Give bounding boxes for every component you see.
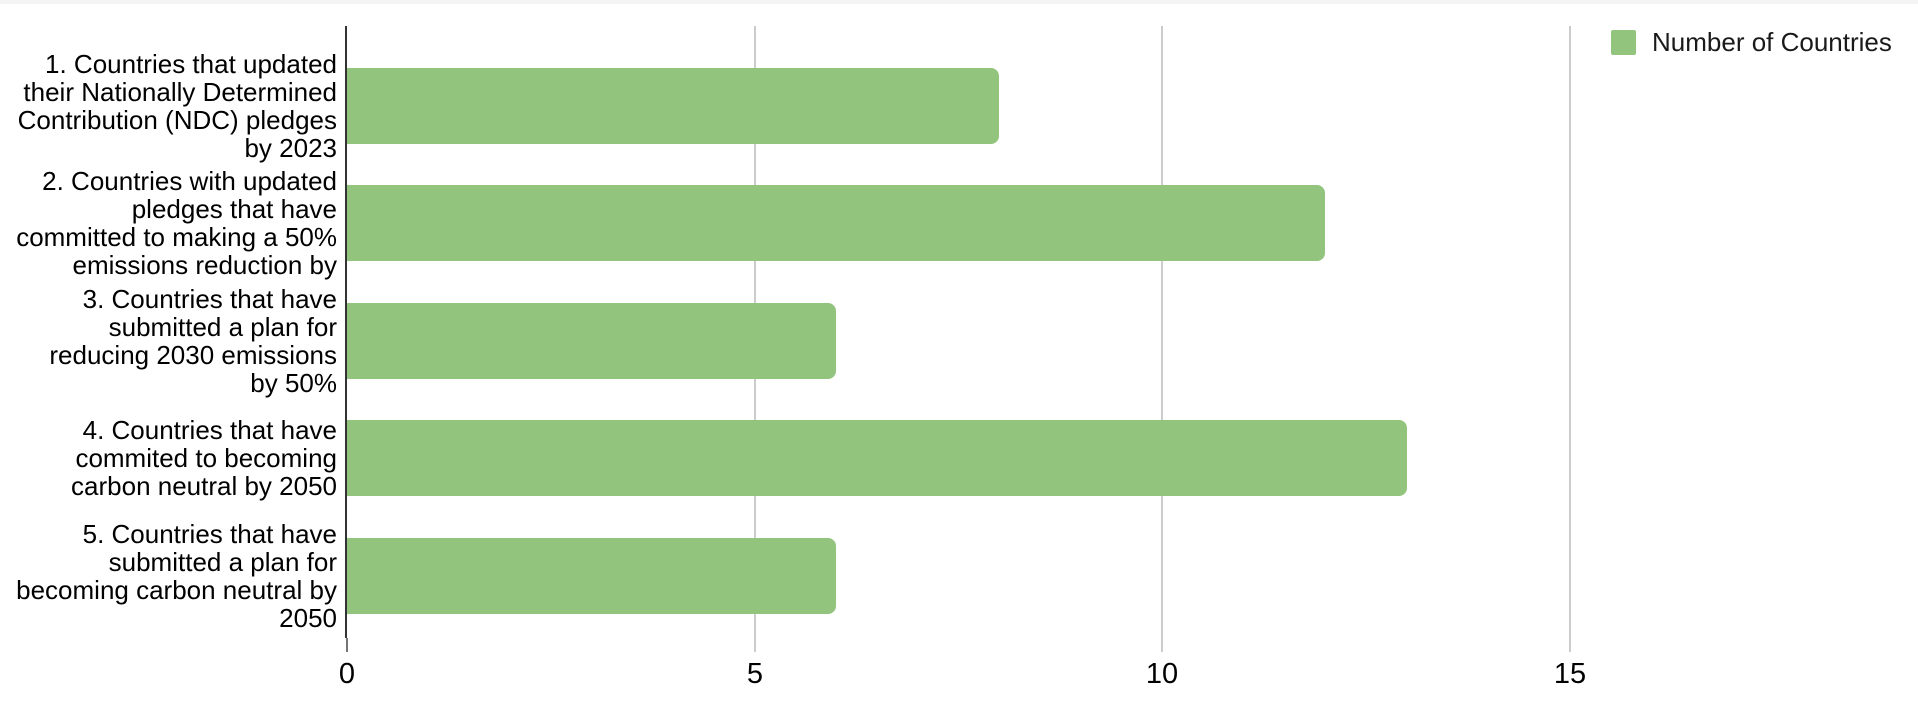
bar[interactable] (347, 303, 836, 379)
x-axis-tick (1161, 638, 1163, 652)
category-label: 2. Countries with updated pledges that h… (16, 166, 337, 280)
x-axis-tick (1569, 638, 1571, 652)
bar[interactable] (347, 68, 999, 144)
legend-label: Number of Countries (1652, 27, 1892, 57)
legend-swatch-icon (1611, 30, 1636, 55)
x-axis-tick (346, 638, 348, 652)
top-border-strip (0, 0, 1918, 4)
category-axis-labels: 1. Countries that updated their National… (0, 26, 337, 638)
bar[interactable] (347, 420, 1407, 496)
x-axis-tick-label: 15 (1553, 658, 1587, 690)
plot-area (345, 26, 1903, 638)
x-axis-tick-label: 0 (338, 658, 356, 690)
legend: Number of Countries (1611, 27, 1892, 58)
bar[interactable] (347, 538, 836, 614)
gridline (1569, 26, 1571, 638)
category-label: 1. Countries that updated their National… (17, 49, 337, 163)
x-axis-tick-label: 5 (746, 658, 764, 690)
bar[interactable] (347, 185, 1325, 261)
y-axis-line (345, 26, 347, 638)
category-label: 3. Countries that have submitted a plan … (49, 284, 337, 398)
category-label: 5. Countries that have submitted a plan … (16, 519, 337, 633)
x-axis-tick-label: 10 (1145, 658, 1179, 690)
gridline (1161, 26, 1163, 638)
category-label: 4. Countries that have commited to becom… (71, 415, 337, 501)
x-axis-tick (754, 638, 756, 652)
